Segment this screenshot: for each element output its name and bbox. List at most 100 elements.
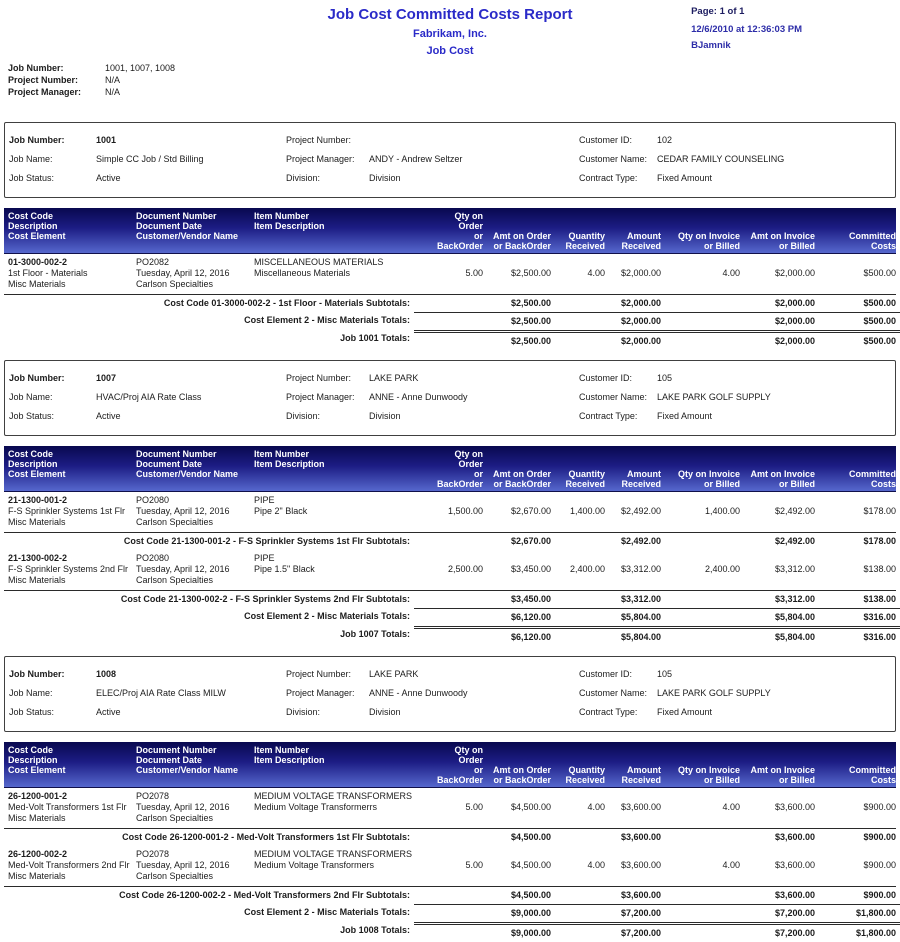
project-manager-row: Project Manager: ANNE - Anne Dunwoody: [286, 388, 579, 407]
cost-element: Misc Materials: [8, 575, 66, 585]
subtotal-committed: $500.00: [863, 298, 896, 308]
job-name-row: Job Name: HVAC/Proj AIA Rate Class: [9, 388, 286, 407]
cost-code-subtotal-label: Cost Code 26-1200-001-2 - Med-Volt Trans…: [122, 832, 410, 842]
filter-project-manager-value: N/A: [105, 87, 121, 97]
job-name-label: Job Name:: [9, 688, 53, 698]
project-number-label: Project Number:: [286, 135, 352, 145]
project-manager-value: ANNE - Anne Dunwoody: [369, 688, 468, 698]
contract-type-label: Contract Type:: [579, 411, 638, 421]
header-amt-received: Amount Received: [621, 231, 661, 251]
header-qty-invoice: Qty on Invoice or Billed: [677, 765, 740, 785]
cost-element-total-amt-invoice: $2,000.00: [774, 316, 815, 326]
header-item: Item Number Item Description: [254, 449, 325, 469]
item-number: PIPE: [254, 553, 275, 563]
table-body: 01-3000-002-2 1st Floor - Materials Misc…: [4, 254, 896, 312]
cost-code: 21-1300-001-2: [8, 495, 68, 505]
header-committed-costs: Committed Costs: [849, 231, 896, 251]
report-module: Job Cost: [426, 45, 474, 57]
cell-cost-code: 21-1300-002-2 F-S Sprinkler Systems 2nd …: [4, 550, 132, 590]
cell-cost-code: 26-1200-002-2 Med-Volt Transformers 2nd …: [4, 846, 132, 886]
header-amt-received: Amount Received: [621, 469, 661, 489]
job-total-amt-on-order: $6,120.00: [510, 632, 551, 642]
subtotal-amt-invoice: $3,312.00: [774, 594, 815, 604]
cost-element-total-row: Cost Element 2 - Misc Materials Totals: …: [4, 608, 900, 626]
filter-project-manager-label: Project Manager:: [8, 87, 82, 97]
table-row: 21-1300-002-2 F-S Sprinkler Systems 2nd …: [4, 550, 896, 590]
document-date: Tuesday, April 12, 2016: [136, 268, 230, 278]
qty-received-value: 2,400.00: [569, 564, 605, 574]
job-total-amt-on-order: $9,000.00: [510, 928, 551, 938]
page-meta: Page: 1 of 1 12/6/2010 at 12:36:03 PM BJ…: [691, 5, 802, 52]
header-item: Item Number Item Description: [254, 211, 325, 231]
filter-project-number: Project Number: N/A: [8, 74, 900, 86]
division-value: Division: [369, 707, 401, 717]
subtotal-amt-invoice: $3,600.00: [774, 890, 815, 900]
committed-costs-value: $178.00: [863, 506, 896, 516]
header-cost-code: Cost Code Description Cost Element: [8, 449, 66, 479]
cost-element-total-committed: $1,800.00: [855, 908, 896, 918]
subtotal-amt-on-order: $3,450.00: [510, 594, 551, 604]
item-description: Miscellaneous Materials: [254, 268, 351, 278]
amt-received-value: $2,000.00: [620, 268, 661, 278]
cell-cost-code: 26-1200-001-2 Med-Volt Transformers 1st …: [4, 788, 132, 828]
cost-code-description: F-S Sprinkler Systems 1st Flr: [8, 506, 126, 516]
table-row: 21-1300-001-2 F-S Sprinkler Systems 1st …: [4, 492, 896, 532]
cost-code-subtotal-row: Cost Code 26-1200-002-2 - Med-Volt Trans…: [4, 886, 896, 904]
cost-table: Cost Code Description Cost Element Docum…: [4, 742, 900, 942]
page-number: Page: 1 of 1: [691, 6, 745, 17]
cost-element: Misc Materials: [8, 871, 66, 881]
subtotal-amt-invoice: $2,000.00: [774, 298, 815, 308]
project-number-row: Project Number:: [286, 131, 579, 150]
amt-on-order-value: $4,500.00: [510, 860, 551, 870]
job-total-row: Job 1001 Totals: $2,500.00 $2,000.00 $2,…: [4, 330, 900, 350]
header-committed-costs: Committed Costs: [849, 765, 896, 785]
cell-document: PO2080 Tuesday, April 12, 2016 Carlson S…: [132, 492, 250, 532]
project-manager-label: Project Manager:: [286, 154, 355, 164]
cost-element-total-amt-on-order: $2,500.00: [510, 316, 551, 326]
cell-cost-code: 21-1300-001-2 F-S Sprinkler Systems 1st …: [4, 492, 132, 532]
committed-costs-value: $900.00: [863, 802, 896, 812]
cost-code-description: F-S Sprinkler Systems 2nd Flr: [8, 564, 129, 574]
cell-document: PO2080 Tuesday, April 12, 2016 Carlson S…: [132, 550, 250, 590]
project-manager-row: Project Manager: ANDY - Andrew Seltzer: [286, 150, 579, 169]
job-name-value: Simple CC Job / Std Billing: [96, 154, 204, 164]
project-number-row: Project Number: LAKE PARK: [286, 369, 579, 388]
amt-invoice-value: $2,000.00: [774, 268, 815, 278]
cost-element: Misc Materials: [8, 517, 66, 527]
cost-code-subtotal-label: Cost Code 01-3000-002-2 - 1st Floor - Ma…: [163, 298, 410, 308]
filter-job-number-label: Job Number:: [8, 63, 64, 73]
vendor-name: Carlson Specialties: [136, 575, 214, 585]
amt-on-order-value: $2,500.00: [510, 268, 551, 278]
job-info-col-right: Customer ID: 105 Customer Name: LAKE PAR…: [579, 369, 895, 426]
amt-invoice-value: $2,492.00: [774, 506, 815, 516]
header-committed-costs: Committed Costs: [849, 469, 896, 489]
project-manager-value: ANNE - Anne Dunwoody: [369, 392, 468, 402]
header-amt-on-order: Amt on Order or BackOrder: [492, 231, 551, 251]
qty-on-order-value: 2,500.00: [447, 564, 483, 574]
job-status-value: Active: [96, 173, 121, 183]
cost-element-total-amt-received: $5,804.00: [620, 612, 661, 622]
job-status-value: Active: [96, 707, 121, 717]
cost-code-subtotal-label: Cost Code 26-1200-002-2 - Med-Volt Trans…: [119, 890, 410, 900]
table-row: 26-1200-002-2 Med-Volt Transformers 2nd …: [4, 846, 896, 886]
cost-element-total-amt-invoice: $5,804.00: [774, 612, 815, 622]
division-label: Division:: [286, 173, 321, 183]
cost-code: 26-1200-002-2: [8, 849, 68, 859]
header-amt-on-order: Amt on Order or BackOrder: [492, 765, 551, 785]
customer-name-value: LAKE PARK GOLF SUPPLY: [657, 688, 771, 698]
job-info-box: Job Number: 1007 Job Name: HVAC/Proj AIA…: [4, 360, 896, 436]
cost-element-total-amt-received: $2,000.00: [620, 316, 661, 326]
cost-element-total-committed: $316.00: [863, 612, 896, 622]
job-info-box: Job Number: 1008 Job Name: ELEC/Proj AIA…: [4, 656, 896, 732]
table-body: 21-1300-001-2 F-S Sprinkler Systems 1st …: [4, 492, 896, 608]
job-total-amt-received: $7,200.00: [620, 928, 661, 938]
job-info-col-middle: Project Number: Project Manager: ANDY - …: [286, 131, 579, 188]
job-info-col-left: Job Number: 1008 Job Name: ELEC/Proj AIA…: [9, 665, 286, 722]
subtotal-committed: $178.00: [863, 536, 896, 546]
subtotal-amt-on-order: $2,670.00: [510, 536, 551, 546]
cost-code-subtotal-row: Cost Code 21-1300-001-2 - F-S Sprinkler …: [4, 532, 896, 550]
customer-id-label: Customer ID:: [579, 373, 633, 383]
job-name-row: Job Name: ELEC/Proj AIA Rate Class MILW: [9, 684, 286, 703]
cost-element-total-label: Cost Element 2 - Misc Materials Totals:: [244, 907, 410, 917]
qty-received-value: 4.00: [587, 268, 605, 278]
